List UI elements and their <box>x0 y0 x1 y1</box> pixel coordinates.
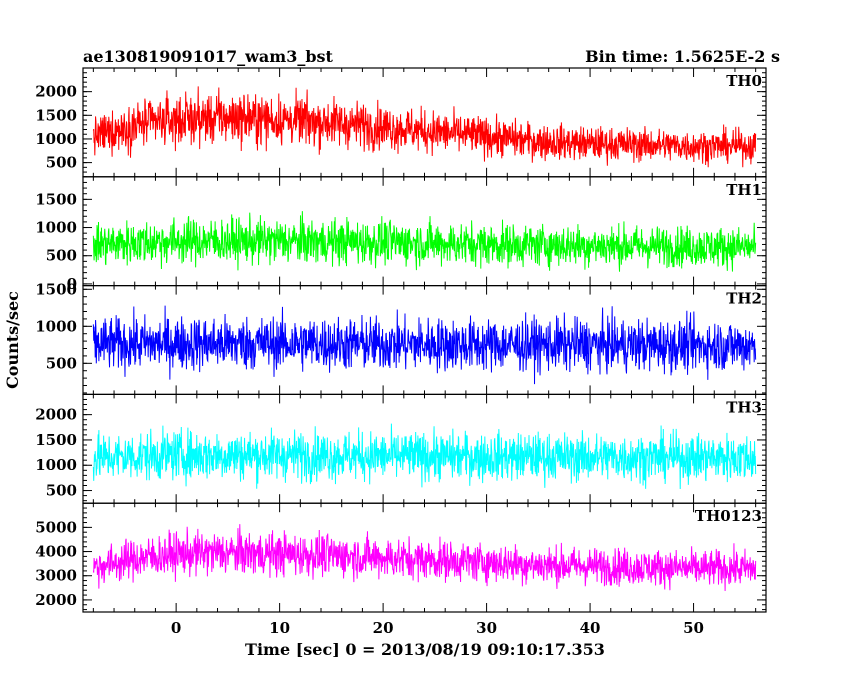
x-axis-label: Time [sec] 0 = 2013/08/19 09:10:17.353 <box>245 640 605 659</box>
trace-th3 <box>92 423 757 490</box>
y-axis-label: Counts/sec <box>3 291 22 389</box>
y-tick-label-th0: 500 <box>46 154 77 172</box>
y-tick-label-th0123: 2000 <box>35 591 77 609</box>
y-tick-label-th3: 1500 <box>35 431 77 449</box>
y-tick-label-th2: 1000 <box>35 317 77 335</box>
trace-th1 <box>92 211 757 272</box>
y-tick-label-th0: 2000 <box>35 83 77 101</box>
y-tick-label-th3: 500 <box>46 482 77 500</box>
y-tick-label-th1: 1500 <box>35 190 77 208</box>
y-tick-label-th2: 500 <box>46 354 77 372</box>
y-tick-label-th1: 1000 <box>35 219 77 237</box>
x-tick-label: 50 <box>683 619 704 637</box>
chart-subtitle: Bin time: 1.5625E-2 s <box>585 47 780 66</box>
x-tick-label: 40 <box>580 619 601 637</box>
x-tick-label: 20 <box>373 619 394 637</box>
ticks-layer: 5001000150020000500100015005001000150050… <box>35 67 766 637</box>
y-tick-label-th0: 1500 <box>35 106 77 124</box>
y-tick-label-th0123: 4000 <box>35 543 77 561</box>
panel-label-th0: TH0 <box>726 72 762 90</box>
y-tick-label-th2: 1500 <box>35 280 77 298</box>
y-tick-label-th1: 0 <box>67 275 77 293</box>
x-tick-label: 30 <box>476 619 497 637</box>
y-tick-label-th0: 1000 <box>35 130 77 148</box>
y-tick-label-th0123: 3000 <box>35 567 77 585</box>
trace-th0123 <box>92 524 757 592</box>
x-tick-label: 10 <box>269 619 290 637</box>
traces-layer <box>92 86 757 592</box>
panel-label-th2: TH2 <box>726 290 762 308</box>
panel-label-th3: TH3 <box>726 398 762 416</box>
trace-th2 <box>92 305 757 385</box>
y-tick-label-th3: 2000 <box>35 406 77 424</box>
trace-th0 <box>92 86 757 168</box>
chart-title: ae130819091017_wam3_bst <box>83 47 334 66</box>
x-tick-label: 0 <box>171 619 181 637</box>
panel-label-th1: TH1 <box>726 181 762 199</box>
y-tick-label-th0123: 5000 <box>35 518 77 536</box>
y-tick-label-th1: 500 <box>46 247 77 265</box>
y-tick-label-th3: 1000 <box>35 456 77 474</box>
panel-label-th0123: TH0123 <box>695 507 762 525</box>
